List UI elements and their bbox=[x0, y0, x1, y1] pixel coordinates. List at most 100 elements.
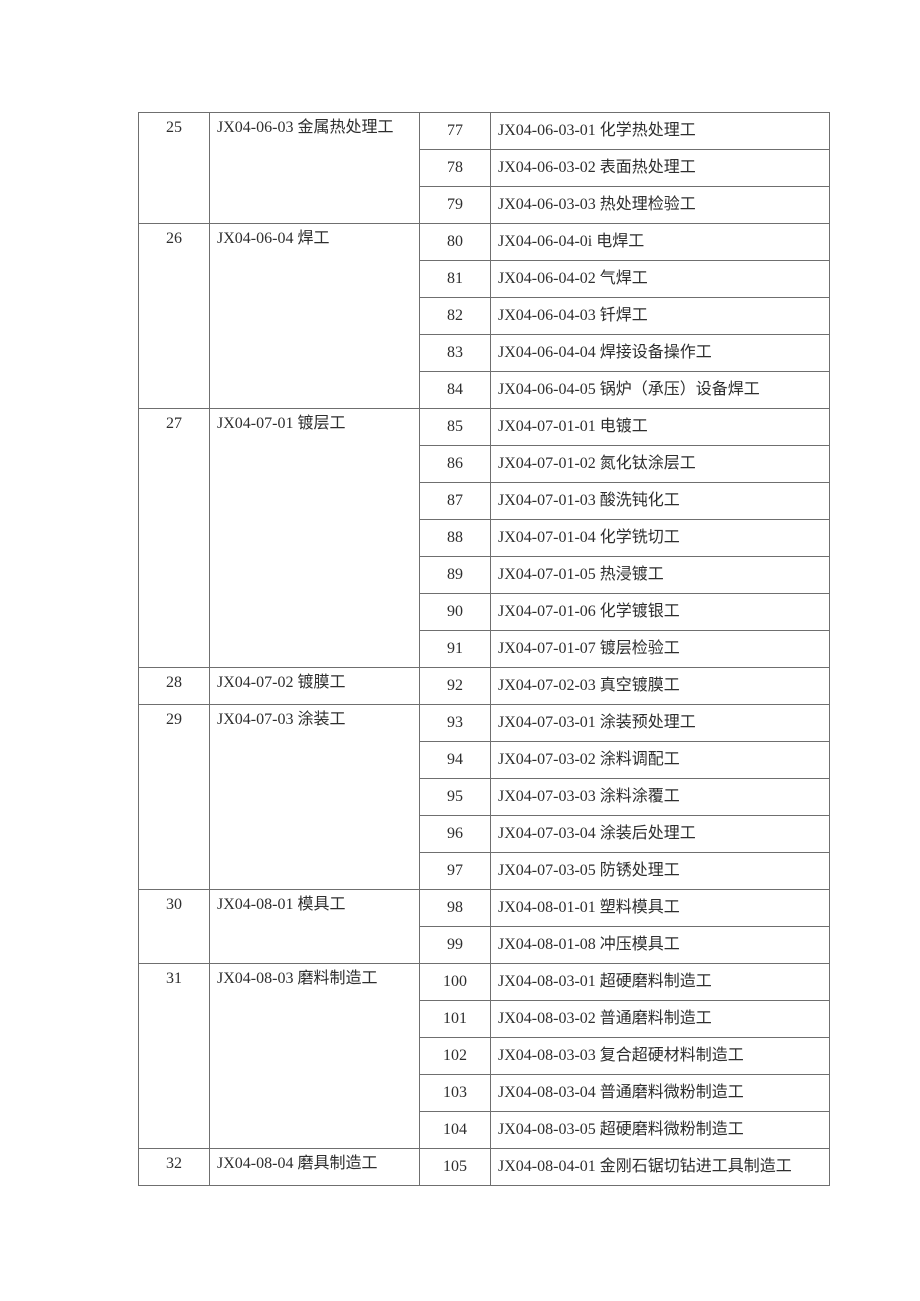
group-code-cell: JX04-07-03 涂装工 bbox=[209, 704, 420, 890]
table-row: 91 JX04-07-01-07 镀层检验工 bbox=[139, 630, 830, 668]
item-seq-cell: 80 bbox=[419, 223, 491, 261]
group-code-cell: JX04-07-01 镀层工 bbox=[209, 408, 420, 668]
item-seq-cell: 101 bbox=[419, 1000, 491, 1038]
item-seq-cell: 89 bbox=[419, 556, 491, 594]
table-row: 31 JX04-08-03 磨料制造工 100 JX04-08-03-01 超硬磨料制… bbox=[138, 963, 830, 1149]
table-row: 97 JX04-07-03-05 防锈处理工 bbox=[139, 852, 830, 890]
item-code-cell: JX04-07-03-04 涂装后处理工 bbox=[490, 815, 830, 853]
item-code-cell: JX04-07-01-01 电镀工 bbox=[490, 408, 830, 446]
item-seq-cell: 102 bbox=[419, 1037, 491, 1075]
table-row: 26 JX04-06-04 焊工 80 JX04-06-04-0i 电焊工 bbox=[138, 223, 830, 409]
item-code-cell: JX04-07-01-06 化学镀银工 bbox=[490, 593, 830, 631]
group-code-cell: JX04-06-04 焊工 bbox=[209, 223, 420, 409]
item-code-cell: JX04-08-03-05 超硬磨料微粉制造工 bbox=[490, 1111, 830, 1149]
item-code-cell: JX04-08-03-01 超硬磨料制造工 bbox=[490, 963, 830, 1001]
item-seq-cell: 97 bbox=[419, 852, 491, 890]
item-seq-cell: 95 bbox=[419, 778, 491, 816]
item-code-cell: JX04-07-03-05 防锈处理工 bbox=[490, 852, 830, 890]
group-seq-cell: 28 bbox=[138, 667, 210, 705]
group-code-cell: JX04-07-02 镀膜工 bbox=[209, 667, 420, 705]
item-seq-cell: 94 bbox=[419, 741, 491, 779]
item-seq-cell: 91 bbox=[419, 630, 491, 668]
item-code-cell: JX04-07-02-03 真空镀膜工 bbox=[490, 667, 830, 705]
item-seq-cell: 90 bbox=[419, 593, 491, 631]
group-seq-cell: 26 bbox=[138, 223, 210, 409]
item-code-cell: JX04-07-03-01 涂装预处理工 bbox=[490, 704, 830, 742]
group-code-cell: JX04-08-01 模具工 bbox=[209, 889, 420, 964]
table-row: 82 JX04-06-04-03 钎焊工 bbox=[139, 297, 830, 335]
item-seq-cell: 100 bbox=[419, 963, 491, 1001]
table-row: 78 JX04-06-03-02 表面热处理工 bbox=[139, 149, 830, 187]
table-row: 84 JX04-06-04-05 锅炉（承压）设备焊工 bbox=[139, 371, 830, 409]
table-row: 96 JX04-07-03-04 涂装后处理工 bbox=[139, 815, 830, 853]
table-row: 95 JX04-07-03-03 涂料涂覆工 bbox=[139, 778, 830, 816]
item-code-cell: JX04-07-03-02 涂料调配工 bbox=[490, 741, 830, 779]
item-code-cell: JX04-07-01-03 酸洗钝化工 bbox=[490, 482, 830, 520]
group-seq-cell: 29 bbox=[138, 704, 210, 890]
table-row: 89 JX04-07-01-05 热浸镀工 bbox=[139, 556, 830, 594]
table-row: 25 JX04-06-03 金属热处理工 77 JX04-06-03-01 化学热处理… bbox=[138, 112, 830, 224]
item-code-cell: JX04-07-01-02 氮化钛涂层工 bbox=[490, 445, 830, 483]
item-seq-cell: 83 bbox=[419, 334, 491, 372]
item-code-cell: JX04-06-03-03 热处理检验工 bbox=[490, 186, 830, 224]
item-seq-cell: 96 bbox=[419, 815, 491, 853]
item-seq-cell: 78 bbox=[419, 149, 491, 187]
table-row: 81 JX04-06-04-02 气焊工 bbox=[139, 260, 830, 298]
occupation-table: 25 JX04-06-03 金属热处理工 77 JX04-06-03-01 化学热处理… bbox=[138, 112, 830, 1186]
item-seq-cell: 98 bbox=[419, 889, 491, 927]
item-code-cell: JX04-07-01-04 化学铣切工 bbox=[490, 519, 830, 557]
item-seq-cell: 93 bbox=[419, 704, 491, 742]
table-row: 87 JX04-07-01-03 酸洗钝化工 bbox=[139, 482, 830, 520]
item-code-cell: JX04-08-04-01 金刚石锯切钻进工具制造工 bbox=[490, 1148, 830, 1186]
document-page: 25 JX04-06-03 金属热处理工 77 JX04-06-03-01 化学热处理… bbox=[138, 112, 830, 1186]
item-seq-cell: 81 bbox=[419, 260, 491, 298]
table-row: 103 JX04-08-03-04 普通磨料微粉制造工 bbox=[139, 1074, 830, 1112]
group-seq-cell: 32 bbox=[138, 1148, 210, 1186]
item-code-cell: JX04-06-04-03 钎焊工 bbox=[490, 297, 830, 335]
item-seq-cell: 88 bbox=[419, 519, 491, 557]
table-row: 29 JX04-07-03 涂装工 93 JX04-07-03-01 涂装预处理工 bbox=[138, 704, 830, 890]
item-code-cell: JX04-08-01-08 冲压模具工 bbox=[490, 926, 830, 964]
item-code-cell: JX04-08-03-04 普通磨料微粉制造工 bbox=[490, 1074, 830, 1112]
item-code-cell: JX04-06-03-02 表面热处理工 bbox=[490, 149, 830, 187]
item-seq-cell: 87 bbox=[419, 482, 491, 520]
item-seq-cell: 82 bbox=[419, 297, 491, 335]
group-seq-cell: 25 bbox=[138, 112, 210, 224]
item-code-cell: JX04-07-01-07 镀层检验工 bbox=[490, 630, 830, 668]
table-row: 99 JX04-08-01-08 冲压模具工 bbox=[139, 926, 830, 964]
table-row: 32 JX04-08-04 磨具制造工 105 JX04-08-04-01 金刚石锯切… bbox=[138, 1148, 830, 1186]
occupation-table-body: 25 JX04-06-03 金属热处理工 77 JX04-06-03-01 化学热处理… bbox=[138, 112, 830, 1186]
item-code-cell: JX04-08-03-03 复合超硬材料制造工 bbox=[490, 1037, 830, 1075]
item-code-cell: JX04-07-03-03 涂料涂覆工 bbox=[490, 778, 830, 816]
item-code-cell: JX04-06-04-0i 电焊工 bbox=[490, 223, 830, 261]
item-code-cell: JX04-08-03-02 普通磨料制造工 bbox=[490, 1000, 830, 1038]
item-seq-cell: 103 bbox=[419, 1074, 491, 1112]
item-seq-cell: 86 bbox=[419, 445, 491, 483]
table-row: 94 JX04-07-03-02 涂料调配工 bbox=[139, 741, 830, 779]
group-code-cell: JX04-08-04 磨具制造工 bbox=[209, 1148, 420, 1186]
item-seq-cell: 99 bbox=[419, 926, 491, 964]
group-seq-cell: 31 bbox=[138, 963, 210, 1149]
group-code-cell: JX04-08-03 磨料制造工 bbox=[209, 963, 420, 1149]
item-code-cell: JX04-06-04-02 气焊工 bbox=[490, 260, 830, 298]
item-code-cell: JX04-06-03-01 化学热处理工 bbox=[490, 112, 830, 150]
table-row: 83 JX04-06-04-04 焊接设备操作工 bbox=[139, 334, 830, 372]
item-seq-cell: 92 bbox=[419, 667, 491, 705]
item-code-cell: JX04-06-04-04 焊接设备操作工 bbox=[490, 334, 830, 372]
table-row: 90 JX04-07-01-06 化学镀银工 bbox=[139, 593, 830, 631]
item-code-cell: JX04-07-01-05 热浸镀工 bbox=[490, 556, 830, 594]
item-seq-cell: 77 bbox=[419, 112, 491, 150]
table-row: 27 JX04-07-01 镀层工 85 JX04-07-01-01 电镀工 bbox=[138, 408, 830, 668]
group-seq-cell: 30 bbox=[138, 889, 210, 964]
group-seq-cell: 27 bbox=[138, 408, 210, 668]
table-row: 28 JX04-07-02 镀膜工 92 JX04-07-02-03 真空镀膜工 bbox=[138, 667, 830, 705]
table-row: 86 JX04-07-01-02 氮化钛涂层工 bbox=[139, 445, 830, 483]
item-seq-cell: 84 bbox=[419, 371, 491, 409]
group-code-cell: JX04-06-03 金属热处理工 bbox=[209, 112, 420, 224]
item-seq-cell: 105 bbox=[419, 1148, 491, 1186]
item-seq-cell: 79 bbox=[419, 186, 491, 224]
table-row: 79 JX04-06-03-03 热处理检验工 bbox=[139, 186, 830, 224]
item-seq-cell: 85 bbox=[419, 408, 491, 446]
item-seq-cell: 104 bbox=[419, 1111, 491, 1149]
item-code-cell: JX04-08-01-01 塑料模具工 bbox=[490, 889, 830, 927]
